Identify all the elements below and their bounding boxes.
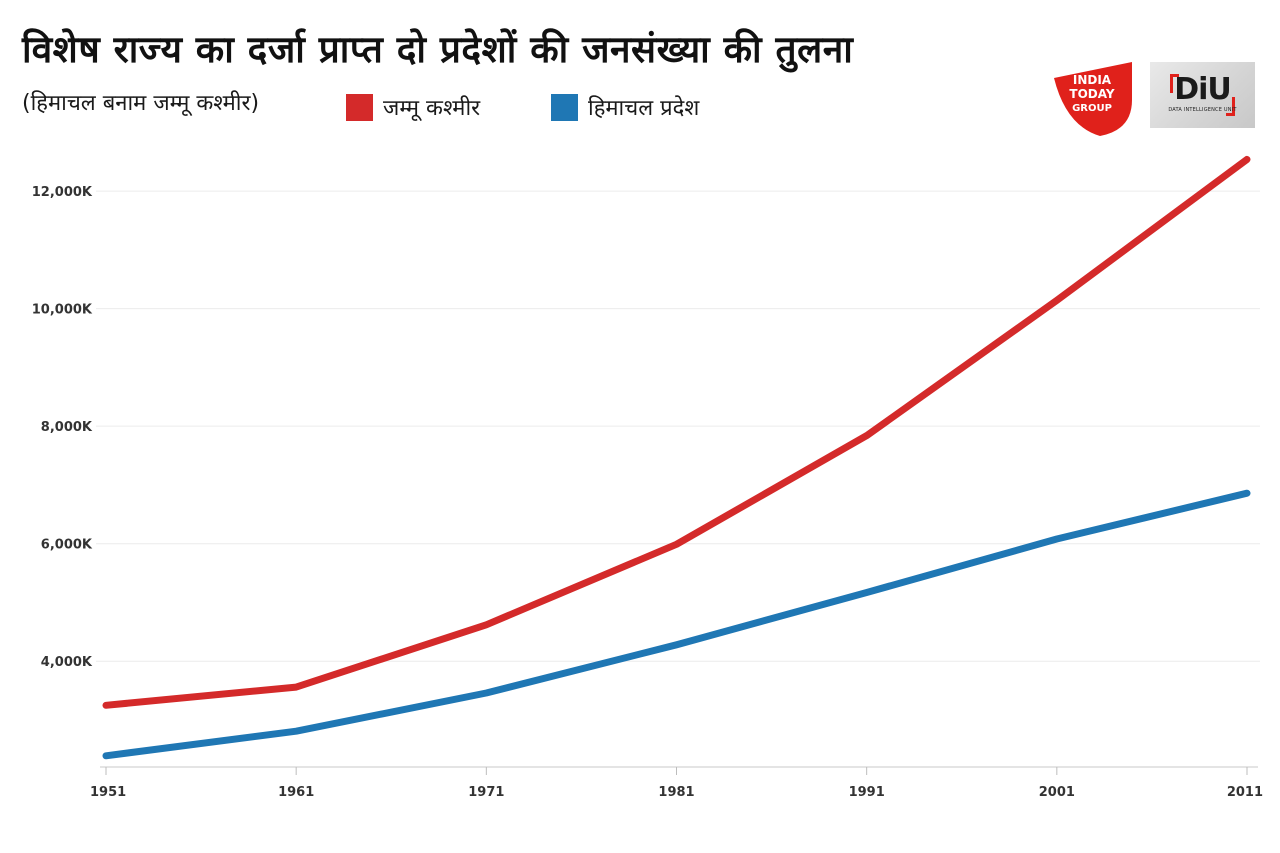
diu-logo-text: DiU: [1174, 72, 1232, 107]
x-tick-label: 1951: [90, 785, 126, 800]
legend-label-jammu-kashmir: जम्मू कश्मीर: [383, 96, 481, 121]
legend-label-himachal-pradesh: हिमाचल प्रदेश: [588, 96, 700, 121]
y-tick-label: 4,000K: [41, 655, 93, 670]
diu-logo: DiU DATA INTELLIGENCE UNIT: [1150, 62, 1255, 128]
legend-swatch-jammu-kashmir: [346, 93, 373, 121]
india-today-group-logo: INDIA TODAY GROUP: [1054, 62, 1132, 136]
india-today-logo-shape: [1054, 62, 1132, 136]
series-line-himachal-pradesh: [102, 489, 1251, 760]
x-tick-label: 2001: [1039, 785, 1075, 800]
diu-logo-subtext: DATA INTELLIGENCE UNIT: [1168, 107, 1237, 113]
y-tick-label: 10,000K: [32, 303, 93, 318]
chart-series: [102, 155, 1251, 760]
y-tick-label: 8,000K: [41, 420, 93, 435]
chart-subtitle: (हिमाचल बनाम जम्मू कश्मीर): [22, 91, 260, 116]
y-tick-label: 6,000K: [41, 538, 93, 553]
diu-bracket-right: [1226, 97, 1235, 116]
india-today-logo-line3: GROUP: [1072, 103, 1112, 114]
india-today-logo-line2: TODAY: [1069, 87, 1114, 101]
legend-item-himachal-pradesh: हिमाचल प्रदेश: [551, 92, 699, 122]
x-tick-label: 2011: [1227, 785, 1263, 800]
series-line-jammu-kashmir: [102, 155, 1251, 709]
x-tick-label: 1991: [849, 785, 885, 800]
x-tick-label: 1961: [278, 785, 314, 800]
legend-item-jammu-kashmir: जम्मू कश्मीर: [346, 92, 480, 122]
diu-bracket-left: [1170, 74, 1179, 93]
india-today-logo-line1: INDIA: [1073, 73, 1112, 87]
chart-title: विशेष राज्य का दर्जा प्राप्त दो प्रदेशों…: [22, 28, 854, 71]
y-tick-label: 12,000K: [32, 185, 93, 200]
x-tick-label: 1971: [468, 785, 504, 800]
x-axis: 1951 1961 1971 1981 1991 2001 2011: [90, 766, 1263, 800]
y-axis-ticks: 4,000K 6,000K 8,000K 10,000K 12,000K: [32, 185, 93, 670]
chart-gridlines: [96, 190, 1260, 662]
legend-swatch-himachal-pradesh: [551, 93, 578, 121]
x-tick-label: 1981: [658, 785, 694, 800]
